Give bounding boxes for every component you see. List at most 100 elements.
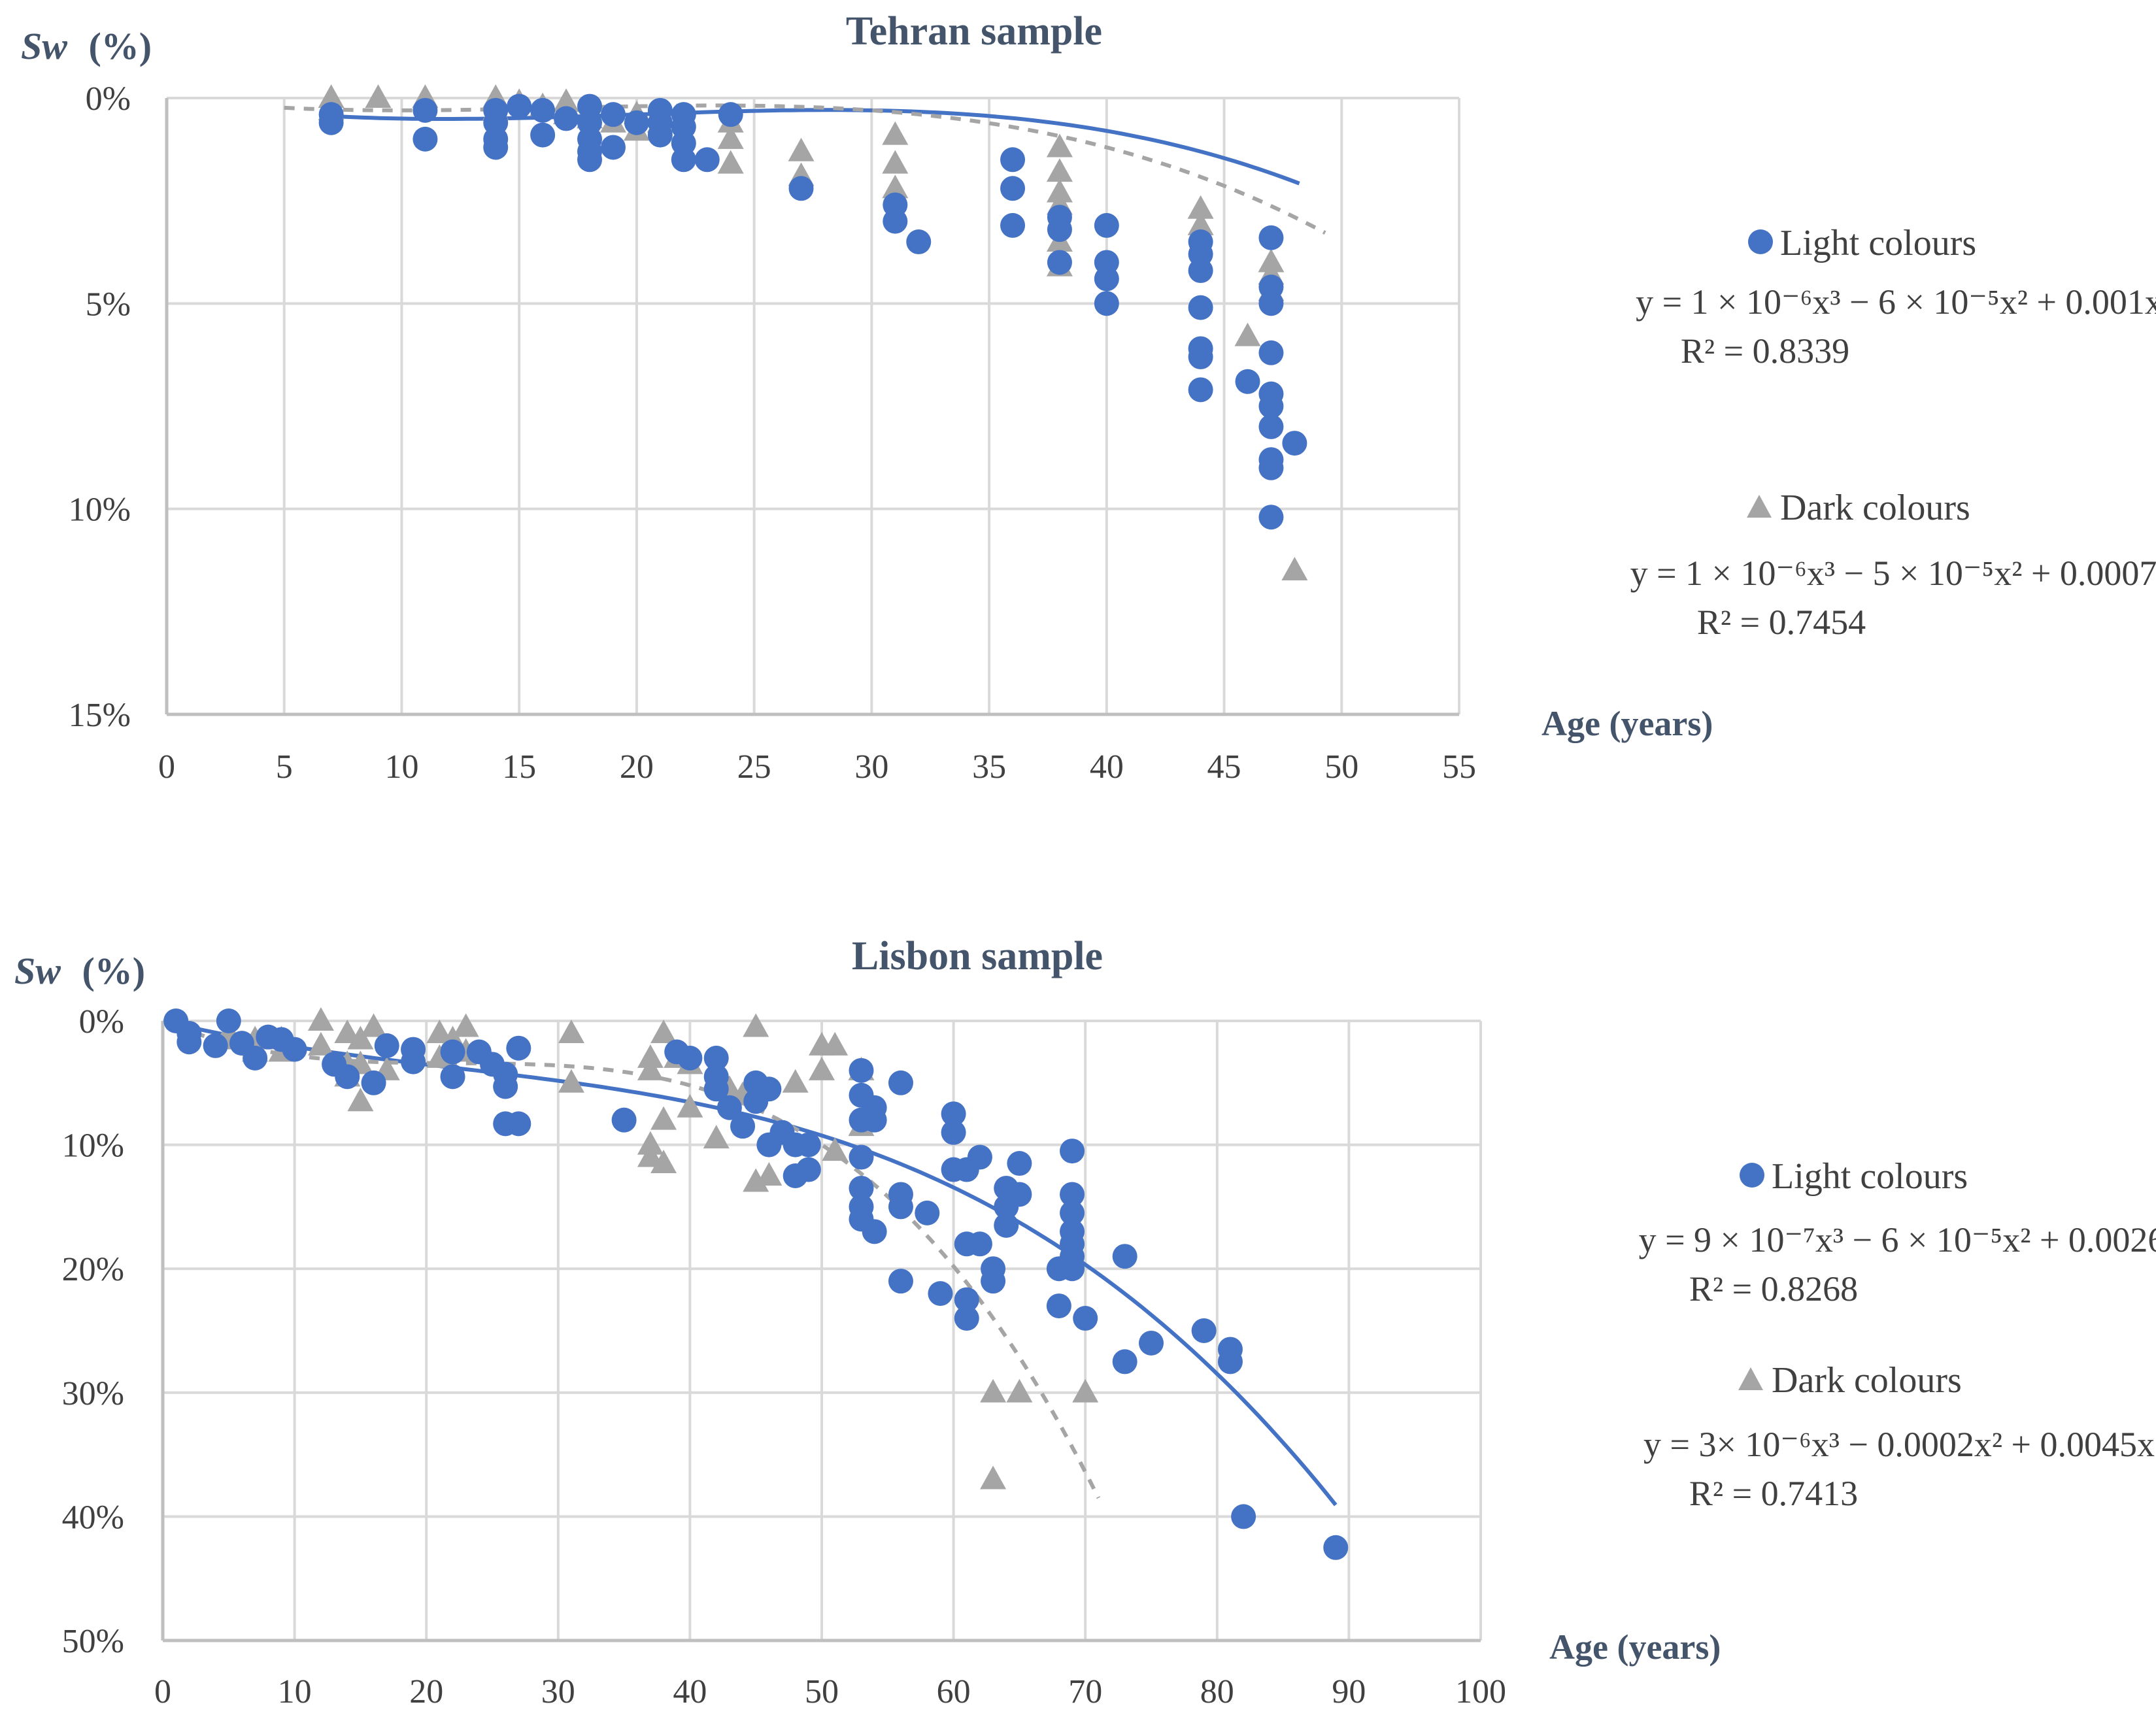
r2-light: R² = 0.8268 bbox=[1689, 1269, 1858, 1308]
data-point-dark bbox=[882, 121, 909, 145]
data-point-light bbox=[1094, 266, 1119, 291]
x-ticks: 0 5 10 15 20 25 30 35 40 45 50 55 bbox=[158, 748, 1476, 786]
data-point-light bbox=[849, 1144, 874, 1170]
data-point-light bbox=[862, 1219, 887, 1244]
trendline-dark bbox=[284, 103, 1326, 235]
data-point-light bbox=[677, 1045, 703, 1071]
data-points bbox=[318, 84, 1308, 580]
data-point-light bbox=[1235, 369, 1260, 394]
x-tick-label: 20 bbox=[409, 1673, 443, 1710]
data-point-light bbox=[1258, 455, 1284, 480]
tehran-chart: Tehran sample Sw (%) 0 5 10 15 20 25 30 35 40 45 5… bbox=[21, 9, 2156, 786]
data-point-light bbox=[1094, 291, 1119, 316]
data-point-dark bbox=[882, 150, 909, 174]
data-point-light bbox=[647, 122, 673, 148]
data-point-light bbox=[694, 147, 720, 173]
y-tick-label: 40% bbox=[62, 1499, 124, 1536]
y-tick-label: 0% bbox=[86, 80, 131, 118]
data-point-light bbox=[849, 1057, 874, 1083]
data-point-dark bbox=[1006, 1378, 1033, 1403]
legend-marker-dark bbox=[1747, 495, 1772, 518]
data-point-light bbox=[796, 1132, 821, 1157]
data-point-dark bbox=[650, 1106, 677, 1130]
x-tick-label: 90 bbox=[1332, 1673, 1366, 1710]
y-tick-label: 0% bbox=[79, 1003, 124, 1041]
data-point-dark bbox=[717, 125, 744, 149]
data-point-dark bbox=[717, 150, 744, 174]
data-point-light bbox=[967, 1144, 992, 1170]
data-point-light bbox=[1047, 205, 1072, 230]
data-point-light bbox=[335, 1064, 360, 1090]
data-point-light bbox=[600, 102, 626, 127]
data-point-light bbox=[928, 1281, 953, 1307]
x-tick-label: 40 bbox=[1090, 748, 1124, 786]
equation-dark: y = 3× 10⁻⁶x³ − 0.0002x² + 0.0045x bbox=[1643, 1425, 2155, 1464]
x-tick-label: 60 bbox=[937, 1673, 971, 1710]
data-point-dark bbox=[1281, 556, 1308, 580]
legend-marker-light bbox=[1748, 229, 1773, 254]
data-points bbox=[163, 1007, 1349, 1560]
x-tick-label: 55 bbox=[1442, 748, 1476, 786]
data-point-light bbox=[954, 1287, 979, 1312]
r2-dark: R² = 0.7413 bbox=[1689, 1474, 1858, 1513]
trendline-light bbox=[331, 108, 1300, 186]
data-point-light bbox=[888, 1194, 913, 1220]
x-tick-label: 50 bbox=[1324, 748, 1358, 786]
legend-label-dark: Dark colours bbox=[1780, 488, 1970, 528]
data-point-light bbox=[1323, 1535, 1349, 1560]
x-tick-label: 50 bbox=[805, 1673, 839, 1710]
data-point-light bbox=[1217, 1349, 1243, 1374]
axes bbox=[165, 98, 1459, 716]
y-axis-label-main: Sw bbox=[21, 25, 67, 67]
equation-light: y = 9 × 10⁻⁷x³ − 6 × 10⁻⁵x² + 0.0026x bbox=[1639, 1220, 2156, 1259]
data-point-light bbox=[883, 192, 908, 218]
data-point-light bbox=[954, 1306, 979, 1331]
data-point-light bbox=[941, 1120, 966, 1145]
data-point-light bbox=[1060, 1139, 1085, 1164]
y-tick-label: 50% bbox=[62, 1623, 124, 1660]
data-point-light bbox=[1046, 1293, 1071, 1319]
data-point-dark bbox=[882, 175, 909, 199]
data-point-dark bbox=[1187, 211, 1214, 235]
data-point-light bbox=[1258, 340, 1284, 365]
data-point-light bbox=[554, 106, 579, 131]
data-point-dark bbox=[553, 88, 580, 112]
data-point-dark bbox=[1046, 178, 1073, 203]
y-axis-label-unit: (%) bbox=[82, 950, 145, 992]
data-point-light bbox=[1258, 505, 1284, 530]
x-tick-label: 35 bbox=[972, 748, 1006, 786]
data-point-light bbox=[849, 1175, 874, 1201]
data-point-light bbox=[1282, 431, 1307, 456]
r2-light: R² = 0.8339 bbox=[1681, 331, 1849, 371]
x-tick-label: 15 bbox=[502, 748, 536, 786]
lisbon-chart: Lisbon sample Sw (%) 0 10 20 30 40 50 60 70 80 90… bbox=[14, 934, 2156, 1710]
data-point-dark bbox=[677, 1093, 703, 1118]
gridlines bbox=[163, 1020, 1482, 1640]
data-point-dark bbox=[347, 1025, 374, 1050]
chart-title: Tehran sample bbox=[846, 9, 1102, 54]
data-point-light bbox=[967, 1231, 992, 1257]
data-point-dark bbox=[650, 1150, 677, 1174]
x-tick-label: 10 bbox=[278, 1673, 312, 1710]
data-point-light bbox=[507, 93, 532, 119]
x-axis-label: Age (years) bbox=[1549, 1627, 1721, 1667]
x-tick-label: 0 bbox=[154, 1673, 171, 1710]
x-tick-label: 100 bbox=[1455, 1673, 1506, 1710]
data-point-dark bbox=[980, 1465, 1007, 1490]
data-point-light bbox=[440, 1039, 465, 1065]
data-point-light bbox=[718, 102, 743, 127]
data-point-light bbox=[796, 1157, 821, 1182]
data-point-dark bbox=[307, 1031, 334, 1056]
data-point-light bbox=[600, 135, 626, 160]
data-point-light bbox=[994, 1212, 1019, 1238]
y-axis-label-unit: (%) bbox=[88, 25, 152, 67]
data-point-light bbox=[483, 97, 509, 123]
x-tick-label: 20 bbox=[620, 748, 654, 786]
x-tick-label: 70 bbox=[1068, 1673, 1102, 1710]
data-point-dark bbox=[1234, 322, 1261, 346]
data-point-dark bbox=[980, 1378, 1007, 1403]
data-point-dark bbox=[365, 84, 392, 108]
y-tick-label: 20% bbox=[62, 1251, 124, 1288]
data-point-dark bbox=[558, 1019, 584, 1043]
y-tick-label: 30% bbox=[62, 1375, 124, 1412]
